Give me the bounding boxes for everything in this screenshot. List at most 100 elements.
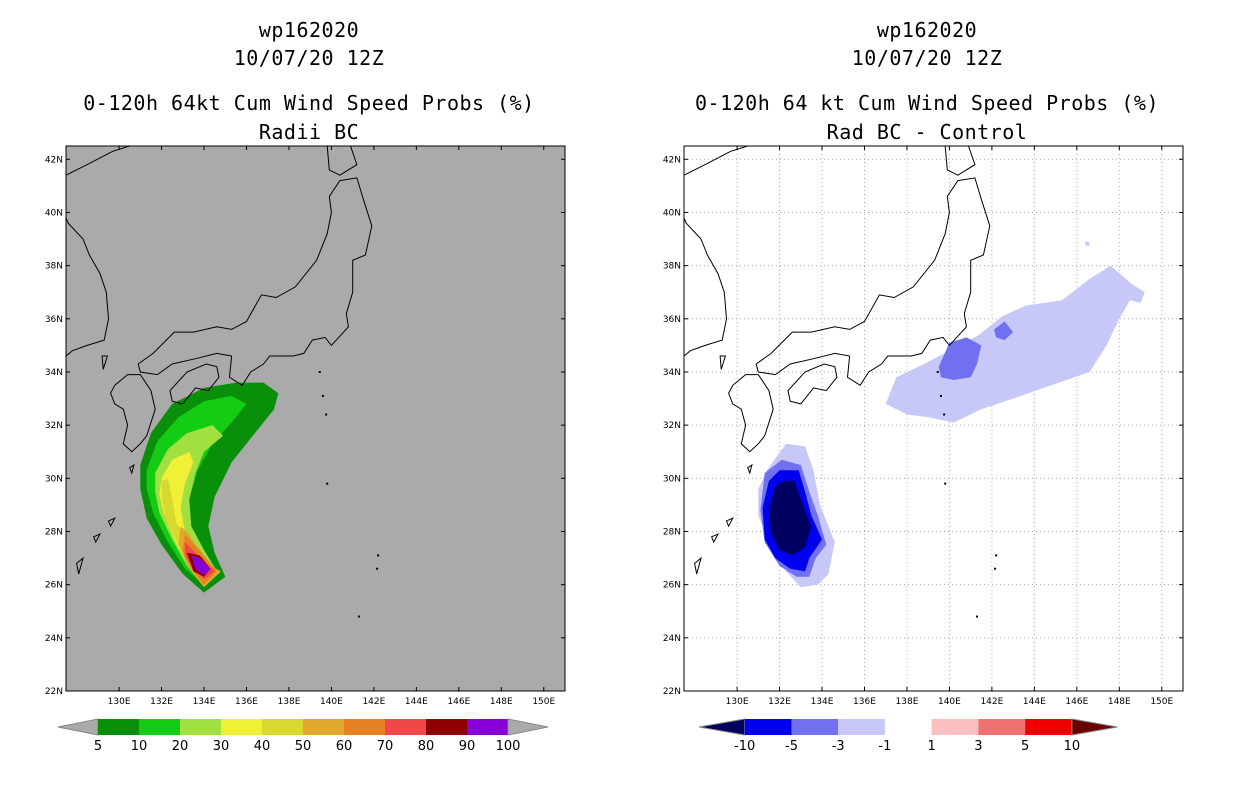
- colorbar-swatch: [978, 719, 1026, 735]
- coastline-korea: [65, 217, 110, 357]
- colorbar-swatch: [221, 719, 262, 735]
- difference-contour--1: [885, 265, 1145, 423]
- coastline-korea: [683, 217, 728, 357]
- product-title: 0-120h 64kt Cum Wind Speed Probs (%): [83, 91, 535, 115]
- y-tick-label: 38N: [45, 262, 63, 272]
- experiment-title: Radii BC: [258, 120, 360, 144]
- coastline-tsushima: [101, 355, 109, 370]
- colorbar-label: 20: [172, 739, 189, 754]
- island-dot: [936, 370, 939, 373]
- y-tick-label: 40N: [663, 208, 681, 218]
- storm-id-title: wp162020: [258, 18, 360, 42]
- colorbar-swatch: [262, 719, 303, 735]
- colorbar-label: 1: [928, 739, 936, 754]
- x-tick-label: 130E: [108, 697, 131, 707]
- x-tick-label: 136E: [853, 697, 876, 707]
- y-tick-label: 36N: [45, 315, 63, 325]
- island-dot: [325, 413, 328, 416]
- colorbar-swatch: [884, 719, 932, 735]
- coastline-honshu: [137, 177, 373, 386]
- coastline-island: [76, 556, 84, 575]
- coastline-island: [107, 517, 116, 528]
- colorbar-swatch: [385, 719, 426, 735]
- colorbar-swatch: [98, 719, 139, 735]
- map-background: [66, 146, 565, 691]
- island-dot: [377, 554, 380, 557]
- x-tick-label: 136E: [235, 697, 258, 707]
- y-tick-label: 40N: [45, 208, 63, 218]
- y-tick-label: 38N: [663, 262, 681, 272]
- coastline-asia: [683, 145, 748, 176]
- coastline-island: [725, 517, 734, 528]
- colorbar-swatch: [180, 719, 221, 735]
- colorbar-swatch: [344, 719, 385, 735]
- colorbar-right-arrow: [507, 718, 549, 736]
- x-tick-label: 140E: [938, 697, 961, 707]
- island-dot: [944, 482, 947, 485]
- x-tick-label: 146E: [1065, 697, 1088, 707]
- probability-map: 130E 132E 134E 136E 138E 140E 142E 144E 146E 148E…: [45, 145, 566, 754]
- colorbar-right-arrow: [1071, 718, 1118, 736]
- y-tick-label: 28N: [45, 527, 63, 537]
- island-dot: [943, 413, 946, 416]
- coastlines: [683, 145, 998, 618]
- x-tick-label: 132E: [150, 697, 173, 707]
- y-tick-label: 30N: [45, 474, 63, 484]
- colorbar-label: 100: [496, 739, 521, 754]
- map-frame: [65, 145, 566, 692]
- x-tick-label: 138E: [278, 697, 301, 707]
- colorbar-label: 90: [459, 739, 476, 754]
- probability-contour-30: [159, 451, 215, 580]
- probability-contour-90: [191, 555, 211, 576]
- coastline-honshu: [755, 177, 991, 386]
- colorbar-label: -10: [734, 739, 755, 754]
- map-background: [684, 146, 1183, 691]
- difference-contour--3: [994, 321, 1014, 341]
- island-dot: [376, 567, 379, 570]
- x-tick-label: 134E: [193, 697, 216, 707]
- colorbar-label: 5: [1021, 739, 1029, 754]
- y-tick-label: 34N: [45, 368, 63, 378]
- datetime-title: 10/07/20 12Z: [233, 46, 385, 70]
- x-tick-label: 148E: [1108, 697, 1131, 707]
- probability-field: [140, 382, 279, 593]
- coastlines: [65, 145, 380, 618]
- x-tick-label: 140E: [320, 697, 343, 707]
- y-tick-label: 22N: [45, 687, 63, 697]
- y-tick-label: 36N: [663, 315, 681, 325]
- colorbar-label: 70: [377, 739, 394, 754]
- coastline-island: [129, 463, 135, 475]
- storm-id-title: wp162020: [876, 18, 978, 42]
- experiment-title: Rad BC - Control: [826, 120, 1028, 144]
- island-dot: [976, 615, 979, 618]
- coastline-asia: [65, 145, 130, 176]
- colorbar-left-arrow: [699, 718, 746, 736]
- coastline-kyushu: [728, 374, 774, 453]
- island-dot: [326, 482, 329, 485]
- difference-speck: [1085, 241, 1090, 246]
- colorbar-label: 3: [974, 739, 982, 754]
- x-tick-label: 144E: [405, 697, 428, 707]
- coastline-shikoku: [169, 363, 220, 405]
- coastline-kyushu: [110, 374, 156, 453]
- island-dot: [358, 615, 361, 618]
- panel-difference: wp162020 10/07/20 12Z 0-120h 64 kt Cum W…: [618, 0, 1236, 800]
- x-tick-label: 144E: [1023, 697, 1046, 707]
- island-dot: [994, 567, 997, 570]
- x-tick-label: 150E: [1150, 697, 1173, 707]
- map-frame: [683, 145, 1184, 692]
- colorbar-swatch: [1025, 719, 1072, 735]
- y-tick-label: 34N: [663, 368, 681, 378]
- colorbar-swatch: [838, 719, 885, 735]
- colorbar-label: 50: [295, 739, 312, 754]
- island-dot: [939, 394, 942, 397]
- coastline-hokkaido: [326, 145, 358, 176]
- difference-contour--3: [938, 337, 982, 380]
- colorbar-swatch: [303, 719, 344, 735]
- island-dot: [321, 394, 324, 397]
- y-tick-label: 32N: [663, 421, 681, 431]
- island-dot: [318, 370, 321, 373]
- x-tick-label: 132E: [768, 697, 791, 707]
- colorbar-left-arrow: [57, 718, 99, 736]
- x-tick-label: 142E: [362, 697, 385, 707]
